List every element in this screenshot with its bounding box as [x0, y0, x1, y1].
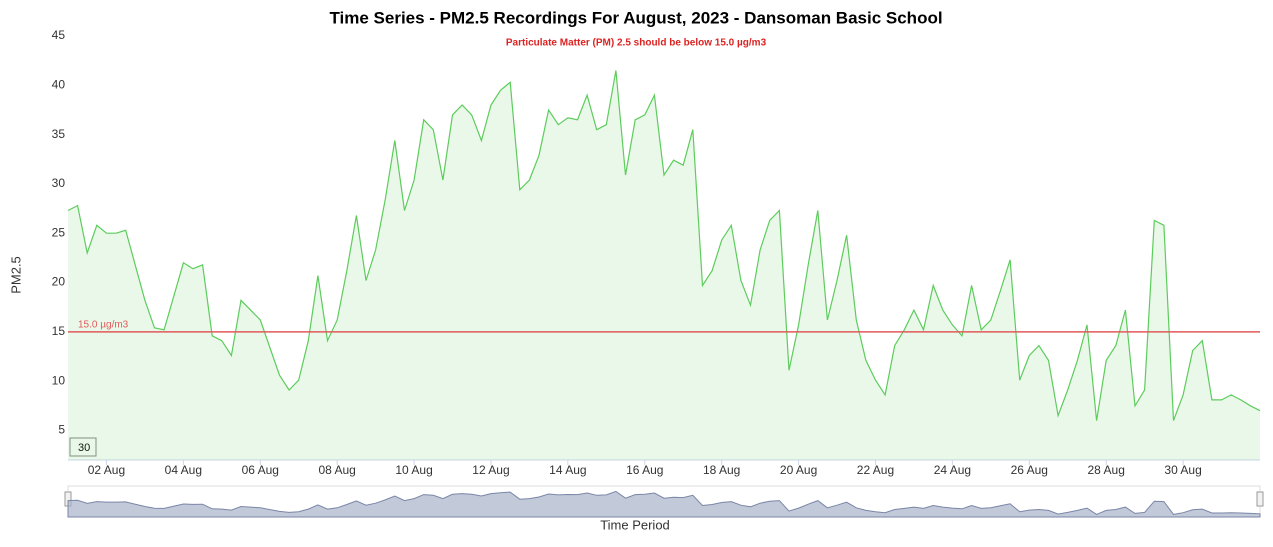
x-tick-label: 02 Aug: [88, 463, 125, 477]
series-line: [67, 70, 1261, 421]
y-tick-label: 5: [58, 423, 65, 437]
x-axis-label: Time Period: [600, 517, 670, 532]
threshold-label: 15.0 µg/m3: [78, 319, 129, 330]
navigator-handle[interactable]: [1256, 491, 1264, 507]
x-tick-label: 22 Aug: [857, 463, 894, 477]
x-tick-label: 26 Aug: [1011, 463, 1048, 477]
chart-title: Time Series - PM2.5 Recordings For Augus…: [329, 8, 942, 27]
y-tick-label: 35: [52, 127, 66, 141]
area-fill: [68, 70, 1260, 460]
y-tick-label: 25: [52, 225, 66, 239]
badge-box: [69, 437, 97, 457]
y-tick-label: 30: [52, 176, 66, 190]
y-tick-label: 20: [52, 275, 66, 289]
x-tick-label: 30 Aug: [1164, 463, 1201, 477]
y-tick-label: 15: [52, 324, 66, 338]
y-tick-label: 10: [52, 373, 66, 387]
x-tick-label: 04 Aug: [165, 463, 202, 477]
badge-text: 30: [78, 442, 90, 454]
x-tick-label: 10 Aug: [395, 463, 432, 477]
y-axis-label: PM2.5: [8, 256, 23, 294]
y-tick-label: 45: [52, 28, 66, 42]
x-tick-label: 24 Aug: [934, 463, 971, 477]
x-tick-label: 20 Aug: [780, 463, 817, 477]
navigator-area: [67, 490, 1261, 518]
x-tick-label: 14 Aug: [549, 463, 586, 477]
chart-subtitle: Particulate Matter (PM) 2.5 should be be…: [506, 38, 767, 49]
y-tick-label: 40: [52, 77, 66, 91]
x-tick-label: 12 Aug: [472, 463, 509, 477]
x-tick-label: 28 Aug: [1088, 463, 1125, 477]
x-tick-label: 18 Aug: [703, 463, 740, 477]
x-tick-label: 06 Aug: [242, 463, 279, 477]
x-tick-label: 08 Aug: [318, 463, 355, 477]
x-tick-label: 16 Aug: [626, 463, 663, 477]
